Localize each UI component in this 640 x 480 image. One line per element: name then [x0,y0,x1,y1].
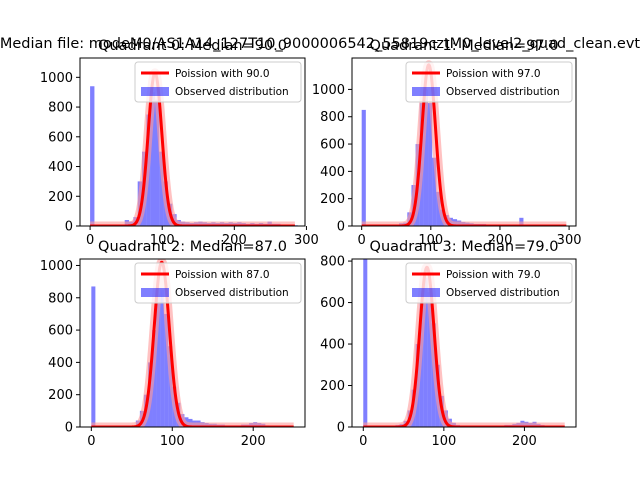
x-tick-label: 200 [488,233,513,248]
legend-observed-label: Observed distribution [446,86,560,98]
legend: Poission with 97.0 Observed distribution [405,61,573,103]
x-tick-label: 100 [431,434,456,449]
histogram-bar [436,191,441,226]
histogram-bar [90,86,95,226]
x-tick-label: 200 [512,434,537,449]
y-tick-label: 0 [337,220,345,235]
legend-poisson-label: Poission with 97.0 [446,68,541,80]
quadrant-title: Quadrant 2: Median=87.0 [98,239,287,255]
x-tick-label: 200 [241,434,266,449]
x-tick-label: 100 [418,233,443,248]
quadrant-1-chart: 0 100 200 300 0 200 400 600 800 1000 Quadrant 1: M… [312,38,582,248]
y-tick-label: 0 [337,421,345,436]
y-tick-label: 800 [320,255,345,270]
histogram-bar [428,103,433,226]
legend-observed-label: Observed distribution [175,287,289,299]
legend-box [405,262,573,304]
y-tick-label: 0 [65,220,73,235]
y-tick-label: 800 [48,291,73,306]
histogram-bar [159,151,164,226]
histogram-bar [160,289,165,427]
histogram-bar [419,302,424,427]
histogram-bar [156,294,161,427]
histogram-bar [150,92,155,226]
legend-observed-label: Observed distribution [175,86,289,98]
quadrant-title: Quadrant 3: Median=79.0 [370,239,559,255]
histogram-bar [363,259,368,427]
legend-observed-label: Observed distribution [446,287,560,299]
legend: Poission with 87.0 Observed distribution [134,262,302,304]
x-tick-label: 300 [294,233,319,248]
x-tick-label: 300 [557,233,582,248]
y-tick-label: 1000 [40,71,73,86]
quadrant-2-chart: 0 100 200 0 200 400 600 800 1000 Quadrant 2: Medi… [40,239,306,449]
axes-frame [79,258,306,428]
x-tick-label: 200 [222,233,247,248]
legend-box [405,61,573,103]
observed-histogram [361,89,565,226]
y-tick-label: 400 [48,356,73,371]
y-tick-label: 400 [48,160,73,175]
axes-frame [79,57,306,227]
y-tick-label: 1000 [312,83,345,98]
y-tick-label: 800 [320,110,345,125]
y-tick-label: 800 [48,101,73,116]
histogram-bar [427,292,432,427]
axes-frame [351,57,577,227]
legend-poisson-label: Poission with 90.0 [175,68,270,80]
legend-box [134,61,302,103]
x-tick-label: 100 [160,434,185,449]
y-tick-label: 0 [65,421,73,436]
y-tick-label: 600 [320,138,345,153]
y-tick-label: 200 [48,190,73,205]
legend-poisson-label: Poission with 87.0 [175,269,270,281]
legend-observed-swatch [412,288,440,297]
y-tick-label: 200 [320,192,345,207]
histogram-bar [423,89,429,226]
y-tick-label: 600 [48,130,73,145]
legend-observed-swatch [412,87,440,96]
y-tick-label: 400 [320,165,345,180]
histogram-bar [164,313,169,427]
legend-poisson-label: Poission with 79.0 [446,269,541,281]
legend-box [134,262,302,304]
y-tick-label: 400 [320,338,345,353]
y-tick-label: 200 [320,379,345,394]
legend: Poission with 90.0 Observed distribution [134,61,302,103]
x-tick-label: 0 [86,233,94,248]
x-tick-label: 0 [87,434,95,449]
histogram-bar [432,157,437,226]
observed-histogram [90,86,298,226]
x-tick-label: 100 [150,233,175,248]
y-tick-label: 200 [48,388,73,403]
observed-histogram [91,286,290,427]
x-tick-label: 0 [358,233,366,248]
axes-frame [351,258,577,428]
legend-observed-swatch [141,87,169,96]
histogram-bar [155,99,160,226]
histogram-bar [423,277,428,427]
figure-suptitle: Median file: modeM0/AS1A14_127T10_900000… [0,36,640,52]
histogram-bar [91,286,96,427]
histogram-bar [361,109,366,226]
y-tick-label: 600 [48,324,73,339]
y-tick-label: 1000 [40,259,73,274]
quadrant-0-chart: 0 100 200 300 0 200 400 600 800 1000 Quadrant 0: M… [40,38,319,248]
legend-observed-swatch [141,288,169,297]
quadrant-title: Quadrant 1: Median=97.0 [370,38,559,54]
quadrant-3-chart: 0 100 200 0 200 400 600 800 Quadrant 3: Median=7… [320,239,577,449]
x-tick-label: 0 [359,434,367,449]
quadrant-title: Quadrant 0: Median=90.0 [98,38,287,54]
y-tick-label: 600 [320,296,345,311]
legend: Poission with 79.0 Observed distribution [405,262,573,304]
